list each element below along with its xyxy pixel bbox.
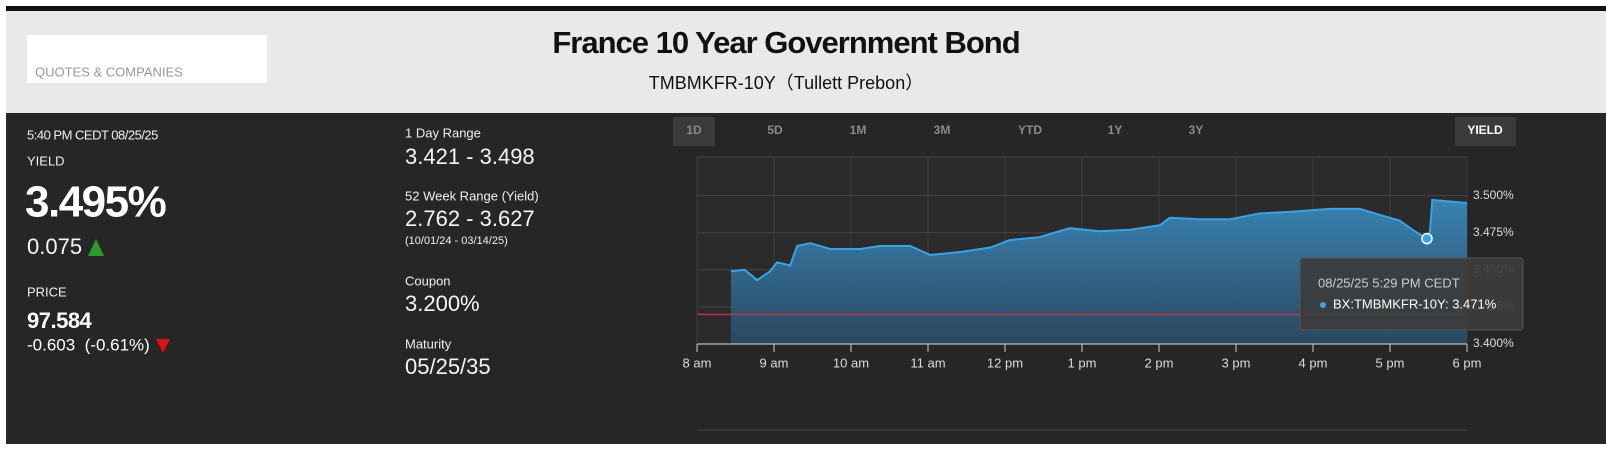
yield-label: YIELD: [27, 153, 65, 168]
x-tick-label: 6 pm: [1453, 355, 1482, 370]
stat-value: 05/25/35: [405, 354, 491, 379]
yield-change: 0.075: [27, 234, 82, 259]
stat-value: 3.421 - 3.498: [405, 144, 535, 169]
yield-value: 3.495%: [25, 178, 166, 227]
line: [730, 198, 1468, 282]
tab[interactable]: 1D: [686, 123, 702, 137]
stat-value: 3.200%: [405, 291, 480, 316]
x-tick-label: 2 pm: [1145, 355, 1174, 370]
tooltip-title: 08/25/25 5:29 PM CEDT: [1318, 275, 1460, 290]
tab[interactable]: 1Y: [1108, 123, 1123, 137]
x-tick-label: 1 pm: [1068, 355, 1097, 370]
y-tick-label: 3.475%: [1473, 225, 1514, 239]
search-label[interactable]: QUOTES & COMPANIES: [35, 64, 183, 79]
x-tick-label: 4 pm: [1299, 355, 1328, 370]
stat-label: Coupon: [405, 273, 451, 288]
x-tick-label: 8 am: [683, 355, 712, 370]
x-tick-label: 9 am: [760, 355, 789, 370]
up-arrow: [88, 239, 104, 256]
stat-value: 2.762 - 3.627: [405, 206, 535, 231]
stat-label: 52 Week Range (Yield): [405, 188, 539, 203]
active-tab-bg: [673, 117, 715, 146]
header: [6, 11, 1606, 113]
tab[interactable]: 3M: [934, 123, 951, 137]
tooltip-dot: [1320, 302, 1326, 308]
stat-label: Maturity: [405, 336, 452, 351]
tab[interactable]: YTD: [1018, 123, 1042, 137]
area: [730, 200, 1467, 344]
stat-label: 1 Day Range: [405, 125, 481, 140]
title: France 10 Year Government Bond: [552, 25, 1019, 60]
top-bar: [6, 6, 1606, 11]
search-box[interactable]: [27, 35, 267, 83]
hover-point: [1421, 232, 1433, 245]
subtitle: TMBMKFR-10Y（Tullett Prebon）: [649, 73, 923, 93]
mode-button[interactable]: YIELD: [1467, 123, 1503, 137]
timestamp: 5:40 PM CEDT 08/25/25: [27, 127, 158, 142]
x-tick-label: 12 pm: [987, 355, 1023, 370]
tooltip: [1299, 257, 1524, 331]
tab[interactable]: 3Y: [1189, 123, 1204, 137]
stat-note: (10/01/24 - 03/14/25): [405, 235, 508, 247]
tooltip-text: BX:TMBMKFR-10Y: 3.471%: [1333, 296, 1497, 311]
price-value: 97.584: [27, 308, 93, 333]
y-tick-label: 3.500%: [1473, 188, 1514, 202]
tab[interactable]: 5D: [767, 123, 783, 137]
x-tick-label: 10 am: [833, 355, 869, 370]
price-change: -0.603 (-0.61%): [27, 335, 150, 354]
x-tick-label: 11 am: [910, 355, 945, 370]
y-tick-label: 3.400%: [1473, 336, 1514, 350]
price-label: PRICE: [27, 284, 67, 299]
x-tick-label: 5 pm: [1376, 355, 1405, 370]
tab[interactable]: 1M: [850, 123, 867, 137]
mode-button-bg[interactable]: [1455, 117, 1516, 146]
down-arrow: [156, 339, 170, 353]
x-tick-label: 3 pm: [1222, 355, 1251, 370]
